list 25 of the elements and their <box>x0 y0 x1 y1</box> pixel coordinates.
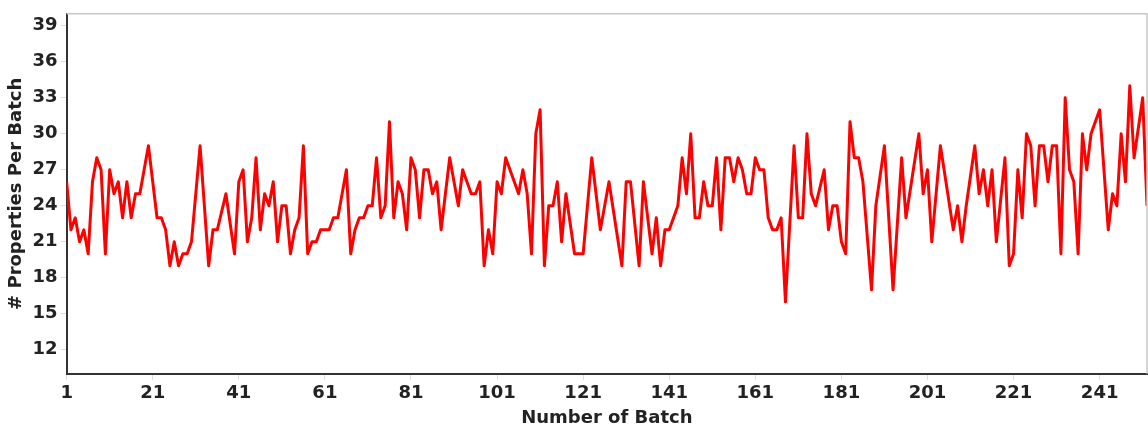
x-tick-label: 101 <box>478 381 516 403</box>
y-tick-label: 36 <box>32 49 58 71</box>
y-tick-label: 21 <box>32 229 58 251</box>
x-tick-label: 21 <box>140 381 166 403</box>
x-tick-label: 241 <box>1080 381 1119 403</box>
x-tick-label: 181 <box>822 381 861 403</box>
y-tick-label: 24 <box>32 193 58 215</box>
x-tick-label: 41 <box>226 381 252 403</box>
x-tick-label: 161 <box>736 381 775 403</box>
x-tick-label: 61 <box>312 381 338 403</box>
y-tick-label: 12 <box>32 337 58 359</box>
y-tick-label: 39 <box>32 13 58 35</box>
y-tick-label: 30 <box>32 121 58 143</box>
x-tick-label: 221 <box>994 381 1033 403</box>
x-tick-label: 81 <box>398 381 424 403</box>
x-tick-label: 121 <box>564 381 602 403</box>
y-tick-label: 33 <box>32 85 58 107</box>
x-axis-title: Number of Batch <box>521 405 693 427</box>
y-tick-label: 15 <box>32 301 58 323</box>
x-tick-label: 201 <box>908 381 947 403</box>
y-tick-label: 27 <box>32 157 58 179</box>
x-tick-label: 1 <box>60 381 73 403</box>
y-tick-label: 18 <box>32 265 58 287</box>
x-tick-label: 141 <box>650 381 689 403</box>
y-axis-title: # Properties Per Batch <box>4 77 26 310</box>
